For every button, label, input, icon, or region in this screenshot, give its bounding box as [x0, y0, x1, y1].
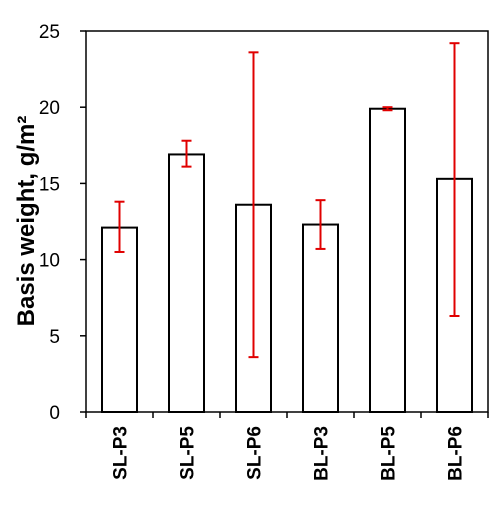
x-tick-label-sl-p3: SL-P3 — [111, 426, 132, 480]
bars-layer — [101, 107, 473, 413]
error-bar-sl-p5 — [181, 139, 192, 168]
x-axis-ticks: SL-P3 SL-P5 SL-P6 BL-P3 BL-P5 BL-P6 — [85, 412, 489, 481]
error-bar-bl-p6 — [449, 42, 460, 317]
y-tick-label: 15 — [39, 174, 60, 195]
x-tick-label-bl-p5: BL-P5 — [379, 426, 400, 481]
bar-bl-p5 — [369, 107, 406, 413]
error-bar-bl-p3 — [315, 199, 326, 250]
y-axis-title: Basis weight, g/m² — [13, 116, 40, 327]
bar-sl-p3 — [101, 226, 138, 413]
y-axis-ticks: 0 5 10 15 20 25 — [39, 22, 86, 424]
error-bars-layer — [114, 42, 460, 359]
error-bar-sl-p3 — [114, 200, 125, 253]
y-tick-label: 10 — [39, 251, 60, 272]
x-tick-label-bl-p3: BL-P3 — [312, 426, 333, 481]
bar-sl-p5 — [168, 153, 205, 413]
y-tick-label: 20 — [39, 98, 60, 119]
plot-area-frame — [85, 30, 489, 413]
x-tick-label-sl-p5: SL-P5 — [178, 426, 199, 480]
y-tick-label: 5 — [49, 327, 60, 348]
error-bar-bl-p5 — [382, 106, 393, 112]
x-tick-label-sl-p6: SL-P6 — [245, 426, 266, 480]
bar-bl-p3 — [302, 223, 339, 413]
y-tick-label: 25 — [39, 22, 60, 43]
y-tick-label: 0 — [49, 403, 60, 424]
error-bar-sl-p6 — [248, 51, 259, 359]
x-tick-label-bl-p6: BL-P6 — [446, 426, 467, 481]
